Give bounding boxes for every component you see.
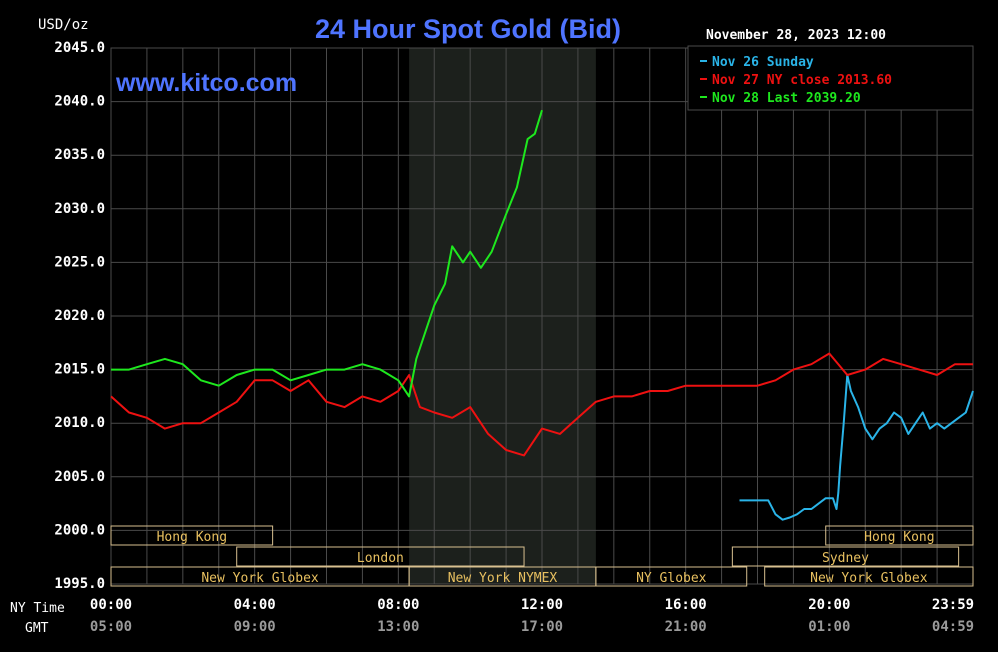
series-line-nov26 bbox=[739, 374, 974, 521]
y-tick-label: 1995.0 bbox=[54, 576, 105, 592]
gmt-label: GMT bbox=[25, 621, 49, 636]
y-tick-label: 2010.0 bbox=[54, 415, 105, 431]
market-session-box bbox=[595, 566, 748, 587]
market-session-label: Hong Kong bbox=[157, 530, 227, 545]
market-session-label: NY Globex bbox=[636, 571, 707, 586]
grid-layer bbox=[110, 47, 974, 585]
legend-entry-nov27: Nov 27 NY close 2013.60 bbox=[712, 73, 892, 88]
x-tick-label-ny: 12:00 bbox=[521, 597, 563, 613]
x-tick-label-gmt: 05:00 bbox=[90, 619, 132, 635]
market-session-label: New York Globex bbox=[201, 571, 319, 586]
legend-entry-nov28: Nov 28 Last 2039.20 bbox=[712, 91, 861, 106]
chart-title: 24 Hour Spot Gold (Bid) bbox=[315, 14, 621, 44]
x-tick-label-ny: 08:00 bbox=[377, 597, 419, 613]
legend-box bbox=[687, 45, 974, 111]
x-tick-label-gmt: 17:00 bbox=[521, 619, 563, 635]
market-session-label: Sydney bbox=[822, 551, 869, 566]
market-session-label: New York Globex bbox=[810, 571, 928, 586]
y-tick-label: 2040.0 bbox=[54, 94, 105, 110]
market-session-box bbox=[236, 546, 525, 567]
plot-border bbox=[110, 47, 974, 585]
series-line-nov27 bbox=[110, 352, 973, 457]
series-layer bbox=[110, 109, 974, 521]
y-tick-label: 2045.0 bbox=[54, 40, 105, 56]
x-tick-label-gmt: 13:00 bbox=[377, 619, 419, 635]
x-tick-label-ny: 20:00 bbox=[808, 597, 850, 613]
market-session-label: London bbox=[357, 551, 404, 566]
x-tick-label-gmt: 09:00 bbox=[234, 619, 276, 635]
axis-labels: 2045.0 2040.0 2035.0 2030.0 2025.0 2020.0 2015… bbox=[54, 40, 974, 635]
chart-datetime: November 28, 2023 12:00 bbox=[706, 28, 886, 43]
x-tick-label-ny: 04:00 bbox=[234, 597, 276, 613]
market-session-box bbox=[110, 525, 274, 546]
y-tick-label: 2030.0 bbox=[54, 201, 105, 217]
market-session-label: New York NYMEX bbox=[448, 571, 558, 586]
x-tick-label-gmt: 21:00 bbox=[665, 619, 707, 635]
x-tick-label-gmt: 01:00 bbox=[808, 619, 850, 635]
legend: Nov 26 Sunday Nov 27 NY close 2013.60 No… bbox=[687, 45, 974, 111]
market-sessions: Hong Kong Hong Kong London Sydney New York G… bbox=[110, 525, 974, 587]
market-session-label: Hong Kong bbox=[864, 530, 934, 545]
ny-time-label: NY Time bbox=[10, 601, 65, 616]
watermark: www.kitco.com bbox=[115, 69, 297, 97]
series-line-nov28 bbox=[111, 109, 543, 398]
x-tick-label-ny: 16:00 bbox=[665, 597, 707, 613]
y-tick-label: 2005.0 bbox=[54, 469, 105, 485]
y-tick-label: 2025.0 bbox=[54, 254, 105, 270]
y-tick-label: 2015.0 bbox=[54, 362, 105, 378]
market-session-box bbox=[825, 525, 974, 546]
y-tick-label: 2035.0 bbox=[54, 147, 105, 163]
y-tick-label: 2020.0 bbox=[54, 308, 105, 324]
market-session-box bbox=[764, 566, 974, 587]
x-tick-label-gmt: 04:59 bbox=[932, 619, 974, 635]
market-session-box bbox=[731, 546, 960, 567]
y-tick-label: 2000.0 bbox=[54, 522, 105, 538]
x-tick-label-ny: 00:00 bbox=[90, 597, 132, 613]
legend-entry-nov26: Nov 26 Sunday bbox=[712, 55, 814, 70]
y-axis-unit: USD/oz bbox=[38, 17, 89, 33]
x-tick-label-ny: 23:59 bbox=[932, 597, 974, 613]
